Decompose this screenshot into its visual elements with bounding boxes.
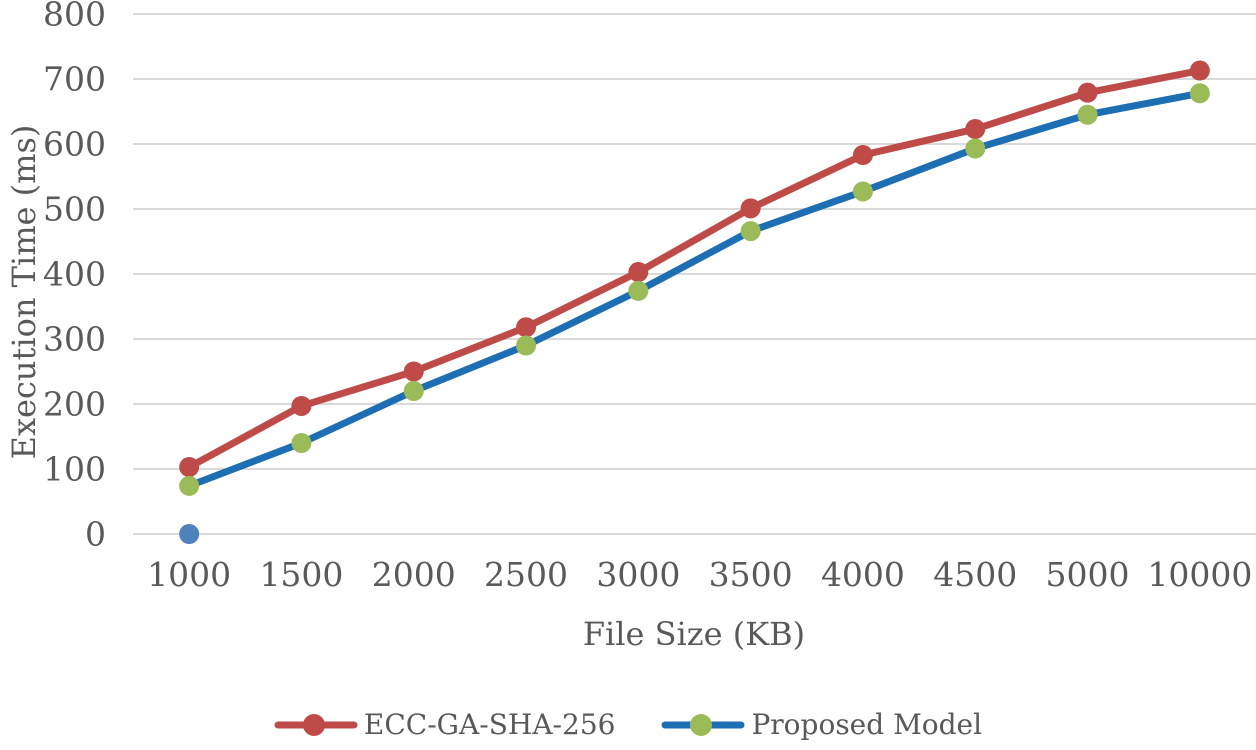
data-point-marker bbox=[852, 181, 873, 202]
y-tick-label: 500 bbox=[43, 189, 106, 229]
y-tick-label: 400 bbox=[43, 254, 106, 294]
stray-point-marker bbox=[179, 524, 200, 544]
data-point-marker bbox=[1189, 83, 1210, 104]
data-point-marker bbox=[1077, 104, 1098, 125]
x-tick-label: 3000 bbox=[596, 555, 681, 594]
y-tick-label: 700 bbox=[43, 59, 106, 99]
x-tick-label: 5000 bbox=[1045, 555, 1130, 594]
data-point-marker bbox=[516, 335, 537, 356]
y-tick-label: 100 bbox=[43, 449, 106, 489]
data-point-marker bbox=[965, 119, 986, 140]
y-tick-label: 200 bbox=[43, 384, 106, 424]
data-point-marker bbox=[403, 381, 424, 401]
x-tick-label: 1500 bbox=[259, 555, 344, 594]
data-point-marker bbox=[291, 395, 312, 416]
y-axis-title: Execution Time (ms) bbox=[5, 124, 43, 460]
data-point-marker bbox=[1189, 60, 1210, 81]
legend-label: Proposed Model bbox=[751, 708, 983, 741]
data-point-marker bbox=[403, 361, 424, 382]
legend-entry-ecc-ga-sha-256: ECC-GA-SHA-256 bbox=[274, 708, 616, 741]
legend-entry-proposed-model: Proposed Model bbox=[661, 711, 982, 739]
x-tick-label: 10000 bbox=[1147, 555, 1253, 594]
data-point-marker bbox=[628, 262, 649, 283]
x-tick-label: 1000 bbox=[147, 555, 232, 594]
data-point-marker bbox=[740, 198, 761, 219]
legend-line-marker-icon bbox=[661, 714, 745, 736]
y-tick-label: 300 bbox=[43, 319, 106, 359]
x-tick-label: 4000 bbox=[820, 555, 905, 594]
data-point-marker bbox=[179, 457, 200, 478]
data-point-marker bbox=[740, 221, 761, 242]
y-tick-label: 800 bbox=[43, 0, 106, 34]
chart-legend: ECC-GA-SHA-256 Proposed Model bbox=[0, 700, 1256, 750]
data-point-marker bbox=[516, 317, 537, 338]
x-tick-label: 2000 bbox=[371, 555, 456, 594]
data-point-marker bbox=[291, 433, 312, 453]
x-tick-label: 4500 bbox=[933, 555, 1018, 594]
legend-line-marker-icon bbox=[274, 714, 358, 736]
y-tick-label: 0 bbox=[85, 514, 106, 554]
data-point-marker bbox=[852, 145, 873, 166]
x-tick-label: 3500 bbox=[708, 555, 793, 594]
series-line bbox=[185, 67, 1204, 471]
legend-label: ECC-GA-SHA-256 bbox=[363, 708, 616, 741]
data-point-marker bbox=[1077, 82, 1098, 103]
data-point-marker bbox=[179, 475, 200, 496]
data-point-marker bbox=[628, 280, 649, 301]
x-tick-label: 2500 bbox=[484, 555, 569, 594]
data-point-marker bbox=[965, 138, 986, 159]
x-axis-title: File Size (KB) bbox=[582, 615, 806, 653]
y-tick-label: 600 bbox=[43, 124, 106, 164]
series-line bbox=[185, 89, 1204, 490]
